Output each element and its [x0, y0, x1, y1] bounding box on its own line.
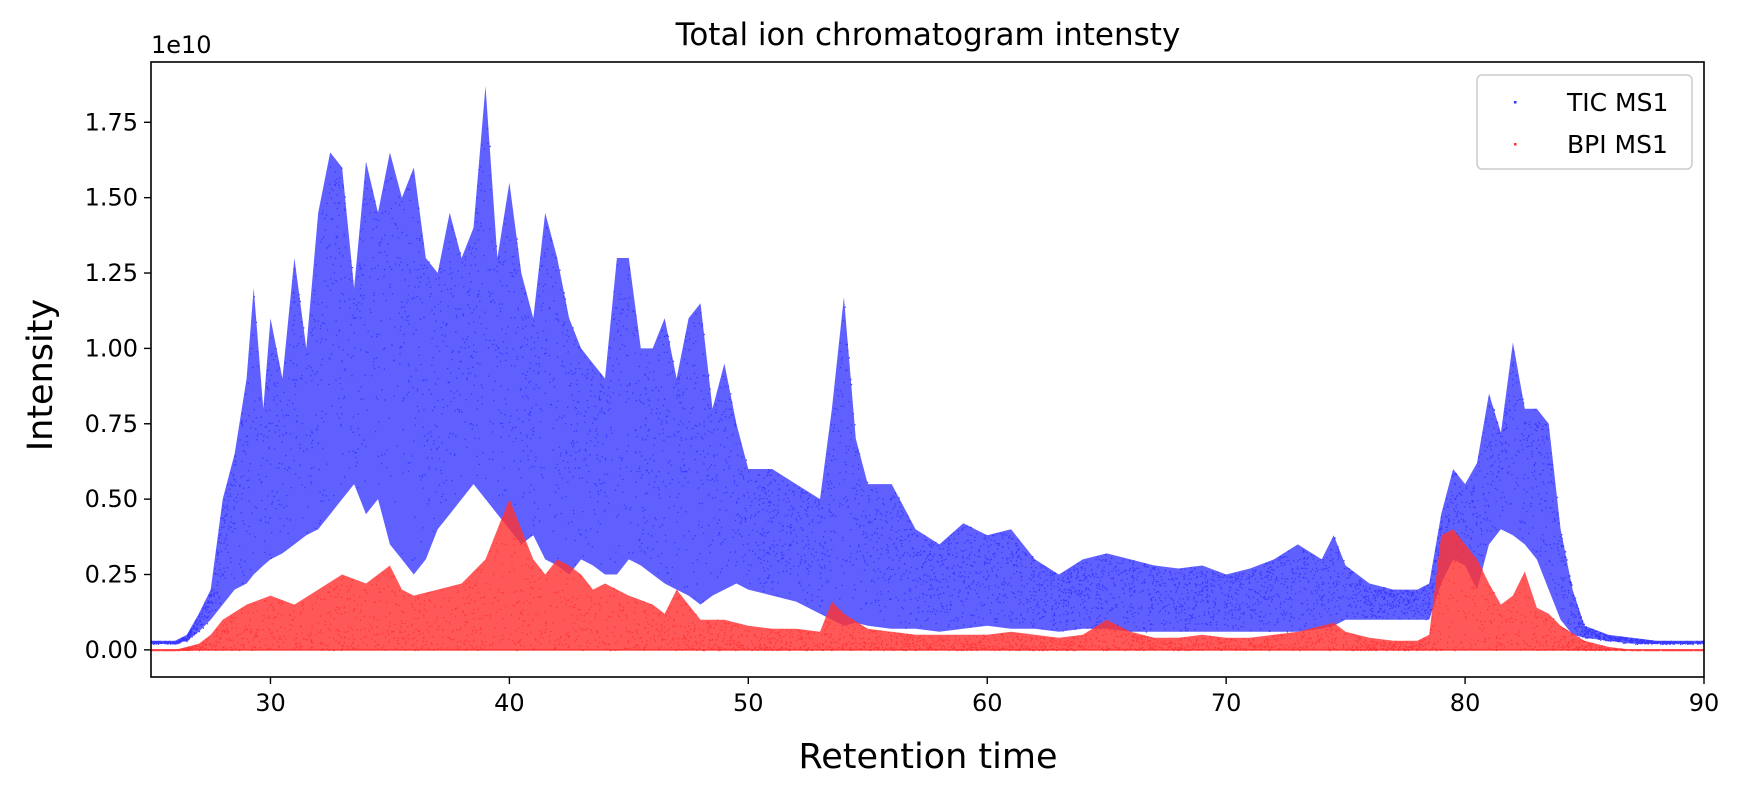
y-tick-label: 1.25: [85, 259, 138, 287]
legend: TIC MS1 BPI MS1: [1476, 74, 1693, 170]
chart-title: Total ion chromatogram intensty: [675, 17, 1181, 53]
series-bpi-ms1: [151, 499, 1704, 652]
y-tick-label: 0.75: [85, 410, 138, 438]
y-tick-label: 1.50: [85, 184, 138, 212]
y-offset-label: 1e10: [151, 31, 212, 59]
y-tick-label: 1.75: [85, 108, 138, 136]
y-tick-label: 0.25: [85, 561, 138, 589]
legend-marker: [1514, 101, 1517, 104]
y-axis-label: Intensity: [21, 299, 61, 451]
legend-box: [1476, 74, 1693, 170]
x-tick-label: 70: [1211, 689, 1242, 717]
plot-area: [151, 86, 1704, 652]
y-tick-label: 0.50: [85, 485, 138, 513]
x-tick-label: 60: [972, 689, 1003, 717]
x-tick-label: 50: [733, 689, 764, 717]
legend-marker: [1514, 143, 1517, 146]
axis-ticks: 30 40 50 60 70 80 90 0.00 0.25 0.50 0.75 1.00 1.25 1.…: [85, 108, 1720, 717]
x-tick-label: 40: [494, 689, 525, 717]
y-tick-label: 1.00: [85, 334, 138, 362]
legend-label: BPI MS1: [1567, 130, 1668, 159]
y-tick-label: 0.00: [85, 636, 138, 664]
legend-label: TIC MS1: [1566, 88, 1668, 117]
x-tick-label: 90: [1689, 689, 1720, 717]
plot-frame: [150, 61, 1705, 678]
x-tick-label: 80: [1450, 689, 1481, 717]
x-axis-label: Retention time: [799, 737, 1058, 777]
series-tic-ms1: [151, 86, 1704, 646]
series-envelope: [151, 86, 1704, 644]
x-tick-label: 30: [255, 689, 286, 717]
